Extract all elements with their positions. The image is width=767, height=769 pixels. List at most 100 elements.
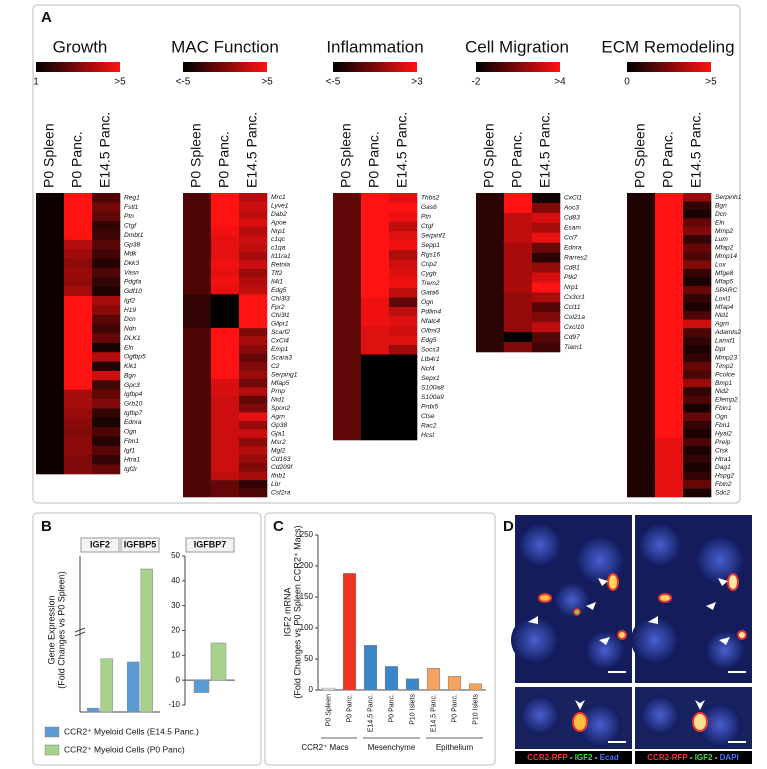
bar xyxy=(321,687,336,691)
heatmap-cell xyxy=(504,322,533,333)
heatmap-cell xyxy=(64,193,93,203)
row-label: Dab2 xyxy=(271,211,287,218)
heatmap-cell xyxy=(683,471,712,481)
heatmap-cell xyxy=(627,370,656,380)
heatmap-cell xyxy=(183,454,212,464)
heatmap-cell xyxy=(183,446,212,456)
heatmap-cell xyxy=(476,302,505,313)
caption-part: - xyxy=(712,753,719,762)
row-label: Nfatc4 xyxy=(421,318,440,325)
row-label: Lbr xyxy=(271,481,281,488)
heatmap-cell xyxy=(183,201,212,211)
heatmap-cell xyxy=(504,252,533,263)
heatmap-cell xyxy=(655,488,684,498)
nucleus xyxy=(695,535,745,585)
row-label: Chi3l3 xyxy=(271,295,290,302)
heatmap-cell xyxy=(211,294,240,304)
heatmap-cell xyxy=(683,361,712,371)
colorbar-label: 1 xyxy=(33,77,39,88)
heatmap-cell xyxy=(655,302,684,312)
heatmap-cell xyxy=(64,370,93,381)
bar xyxy=(210,642,227,681)
row-label: Lyve1 xyxy=(271,202,289,209)
bar xyxy=(363,645,378,691)
heatmap-cell xyxy=(64,342,93,353)
heatmap-cell xyxy=(683,269,712,278)
heatmap-cell xyxy=(627,395,656,405)
heatmap-cell xyxy=(239,378,268,388)
heatmap-cell xyxy=(389,345,418,355)
heatmap-cell xyxy=(476,202,505,214)
heatmap-cell xyxy=(92,436,121,447)
heatmap-cell xyxy=(683,370,712,380)
nucleus xyxy=(638,523,682,567)
row-label: Olfml3 xyxy=(421,328,440,335)
heatmap-cell xyxy=(239,226,268,236)
row-label: Dag1 xyxy=(715,464,731,471)
heatmap-cell xyxy=(361,392,390,403)
heatmap-cell xyxy=(361,421,390,431)
heatmap-cell xyxy=(183,378,212,388)
heatmap-cell xyxy=(504,282,533,293)
heatmap-cell xyxy=(504,332,533,343)
heatmap-cell xyxy=(64,352,93,362)
heatmap-cell xyxy=(683,277,712,287)
heatmap-cell xyxy=(627,302,656,312)
heatmap-cell xyxy=(655,311,684,320)
row-label: Klk1 xyxy=(124,363,137,370)
heatmap-cell xyxy=(683,421,712,430)
heatmap-cell xyxy=(683,328,712,337)
row-label: Fpr2 xyxy=(271,304,285,311)
row-label: Ptn xyxy=(421,214,431,221)
heatmap-cell xyxy=(655,454,684,464)
heatmap-cell xyxy=(211,235,240,244)
nucleus xyxy=(511,616,559,664)
micrograph-top-right xyxy=(631,515,752,683)
heatmap-cell xyxy=(64,417,93,428)
heatmap-cell xyxy=(211,336,240,346)
heatmap-cell xyxy=(183,488,212,498)
colorbar-label: >4 xyxy=(554,77,566,88)
row-label: Mfge8 xyxy=(715,270,734,277)
heatmap-cell xyxy=(211,285,240,295)
row-label: Lox xyxy=(715,262,726,269)
heatmap-cell xyxy=(389,240,418,251)
heatmap-cell xyxy=(36,380,65,390)
heatmap-cell xyxy=(532,202,561,214)
heatmap-cell xyxy=(183,395,212,405)
y-tick-label: 0 xyxy=(309,685,314,694)
y-axis-label: (Fold Changes vs P0 Spleen CCR2⁺ Macs) xyxy=(292,525,302,698)
heatmap-cell xyxy=(627,336,656,346)
heatmap-cell xyxy=(239,429,268,439)
heatmap-cell xyxy=(36,314,65,325)
heatmap-cell xyxy=(239,252,268,261)
heatmap-cell xyxy=(361,259,390,270)
heatmap-cell xyxy=(655,193,684,202)
row-label: Msr2 xyxy=(271,439,286,446)
row-label: Apoe xyxy=(270,219,287,226)
y-axis-label: Gene Expression xyxy=(46,595,56,664)
heatmap-cell xyxy=(239,235,268,244)
nucleus xyxy=(554,582,590,618)
heatmap-cell xyxy=(476,212,505,224)
heatmap-cell xyxy=(239,370,268,380)
heatmap-cell xyxy=(239,260,268,270)
heatmap-cell xyxy=(183,319,212,329)
heatmap-cell xyxy=(36,408,65,419)
heatmap-cell xyxy=(389,278,418,289)
heatmap-cell xyxy=(333,335,362,346)
heatmap-cell xyxy=(92,417,121,428)
heatmap-cell xyxy=(239,412,268,422)
heatmap-cell xyxy=(476,222,505,234)
heatmap-cell xyxy=(92,408,121,419)
heatmap-cell xyxy=(64,455,93,465)
arrowheads xyxy=(648,578,730,645)
heatmap-cell xyxy=(683,437,712,447)
heatmap-cell xyxy=(361,430,390,441)
row-label: Gja1 xyxy=(271,430,285,437)
row-label: Eln xyxy=(715,219,725,226)
heatmap-cell xyxy=(36,239,65,250)
y-tick-label: 50 xyxy=(304,654,313,663)
heatmap-cell xyxy=(683,201,712,211)
heatmap-cell xyxy=(64,202,93,213)
